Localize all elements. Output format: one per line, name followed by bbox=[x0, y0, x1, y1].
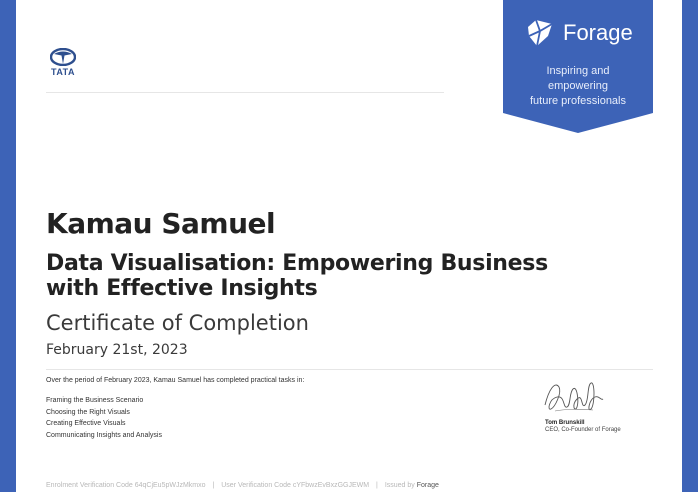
forage-tagline-line: Inspiring and bbox=[546, 65, 610, 77]
forage-ribbon: Forage Inspiring and empowering future p… bbox=[503, 0, 653, 133]
footer-separator: | bbox=[212, 482, 215, 489]
issued-by-label: Issued by bbox=[384, 482, 415, 489]
footer-separator: | bbox=[376, 482, 378, 489]
tata-logo-icon bbox=[50, 48, 76, 66]
certificate-date: February 21st, 2023 bbox=[46, 342, 188, 358]
task-item: Choosing the Right Visuals bbox=[46, 408, 130, 416]
task-item: Creating Effective Visuals bbox=[46, 420, 126, 427]
course-title-line: Data Visualisation: Empowering Business bbox=[46, 251, 548, 276]
forage-tagline-line: future professionals bbox=[530, 95, 626, 107]
course-title: Data Visualisation: Empowering Business … bbox=[46, 251, 606, 301]
completion-summary: Over the period of February 2023, Kamau … bbox=[46, 377, 305, 384]
task-item: Communicating Insights and Analysis bbox=[46, 431, 162, 439]
recipient-name: Kamau Samuel bbox=[46, 207, 276, 240]
signer-title: CEO, Co-Founder of Forage bbox=[545, 427, 621, 433]
task-list: Framing the Business Scenario Choosing t… bbox=[46, 395, 162, 441]
forage-brand: Forage bbox=[525, 18, 633, 48]
forage-brand-name: Forage bbox=[563, 20, 633, 45]
enrolment-verification-code: Enrolment Verification Code 64qCjEu5pWJz… bbox=[46, 482, 206, 489]
forage-tagline: Inspiring and empowering future professi… bbox=[503, 64, 653, 109]
certificate-type: Certificate of Completion bbox=[46, 311, 309, 335]
course-title-line: with Effective Insights bbox=[46, 276, 318, 301]
left-border bbox=[0, 0, 16, 492]
task-item: Framing the Business Scenario bbox=[46, 397, 144, 404]
forage-logo-icon bbox=[525, 18, 555, 48]
issued-by-name: Forage bbox=[416, 482, 439, 489]
forage-tagline-line: empowering bbox=[548, 80, 608, 92]
verification-footer: Enrolment Verification Code 64qCjEu5pWJz… bbox=[46, 482, 439, 489]
signer-name: Tom Brunskill bbox=[545, 420, 585, 426]
signature-image bbox=[544, 382, 604, 412]
tata-wordmark: TATA bbox=[51, 67, 75, 77]
tata-logo: TATA bbox=[46, 48, 80, 77]
top-divider bbox=[46, 92, 444, 93]
right-border bbox=[682, 0, 698, 492]
middle-divider bbox=[46, 369, 653, 370]
user-verification-code: User Verification Code cYFbwzEvBxzGGJEWM bbox=[221, 482, 370, 489]
